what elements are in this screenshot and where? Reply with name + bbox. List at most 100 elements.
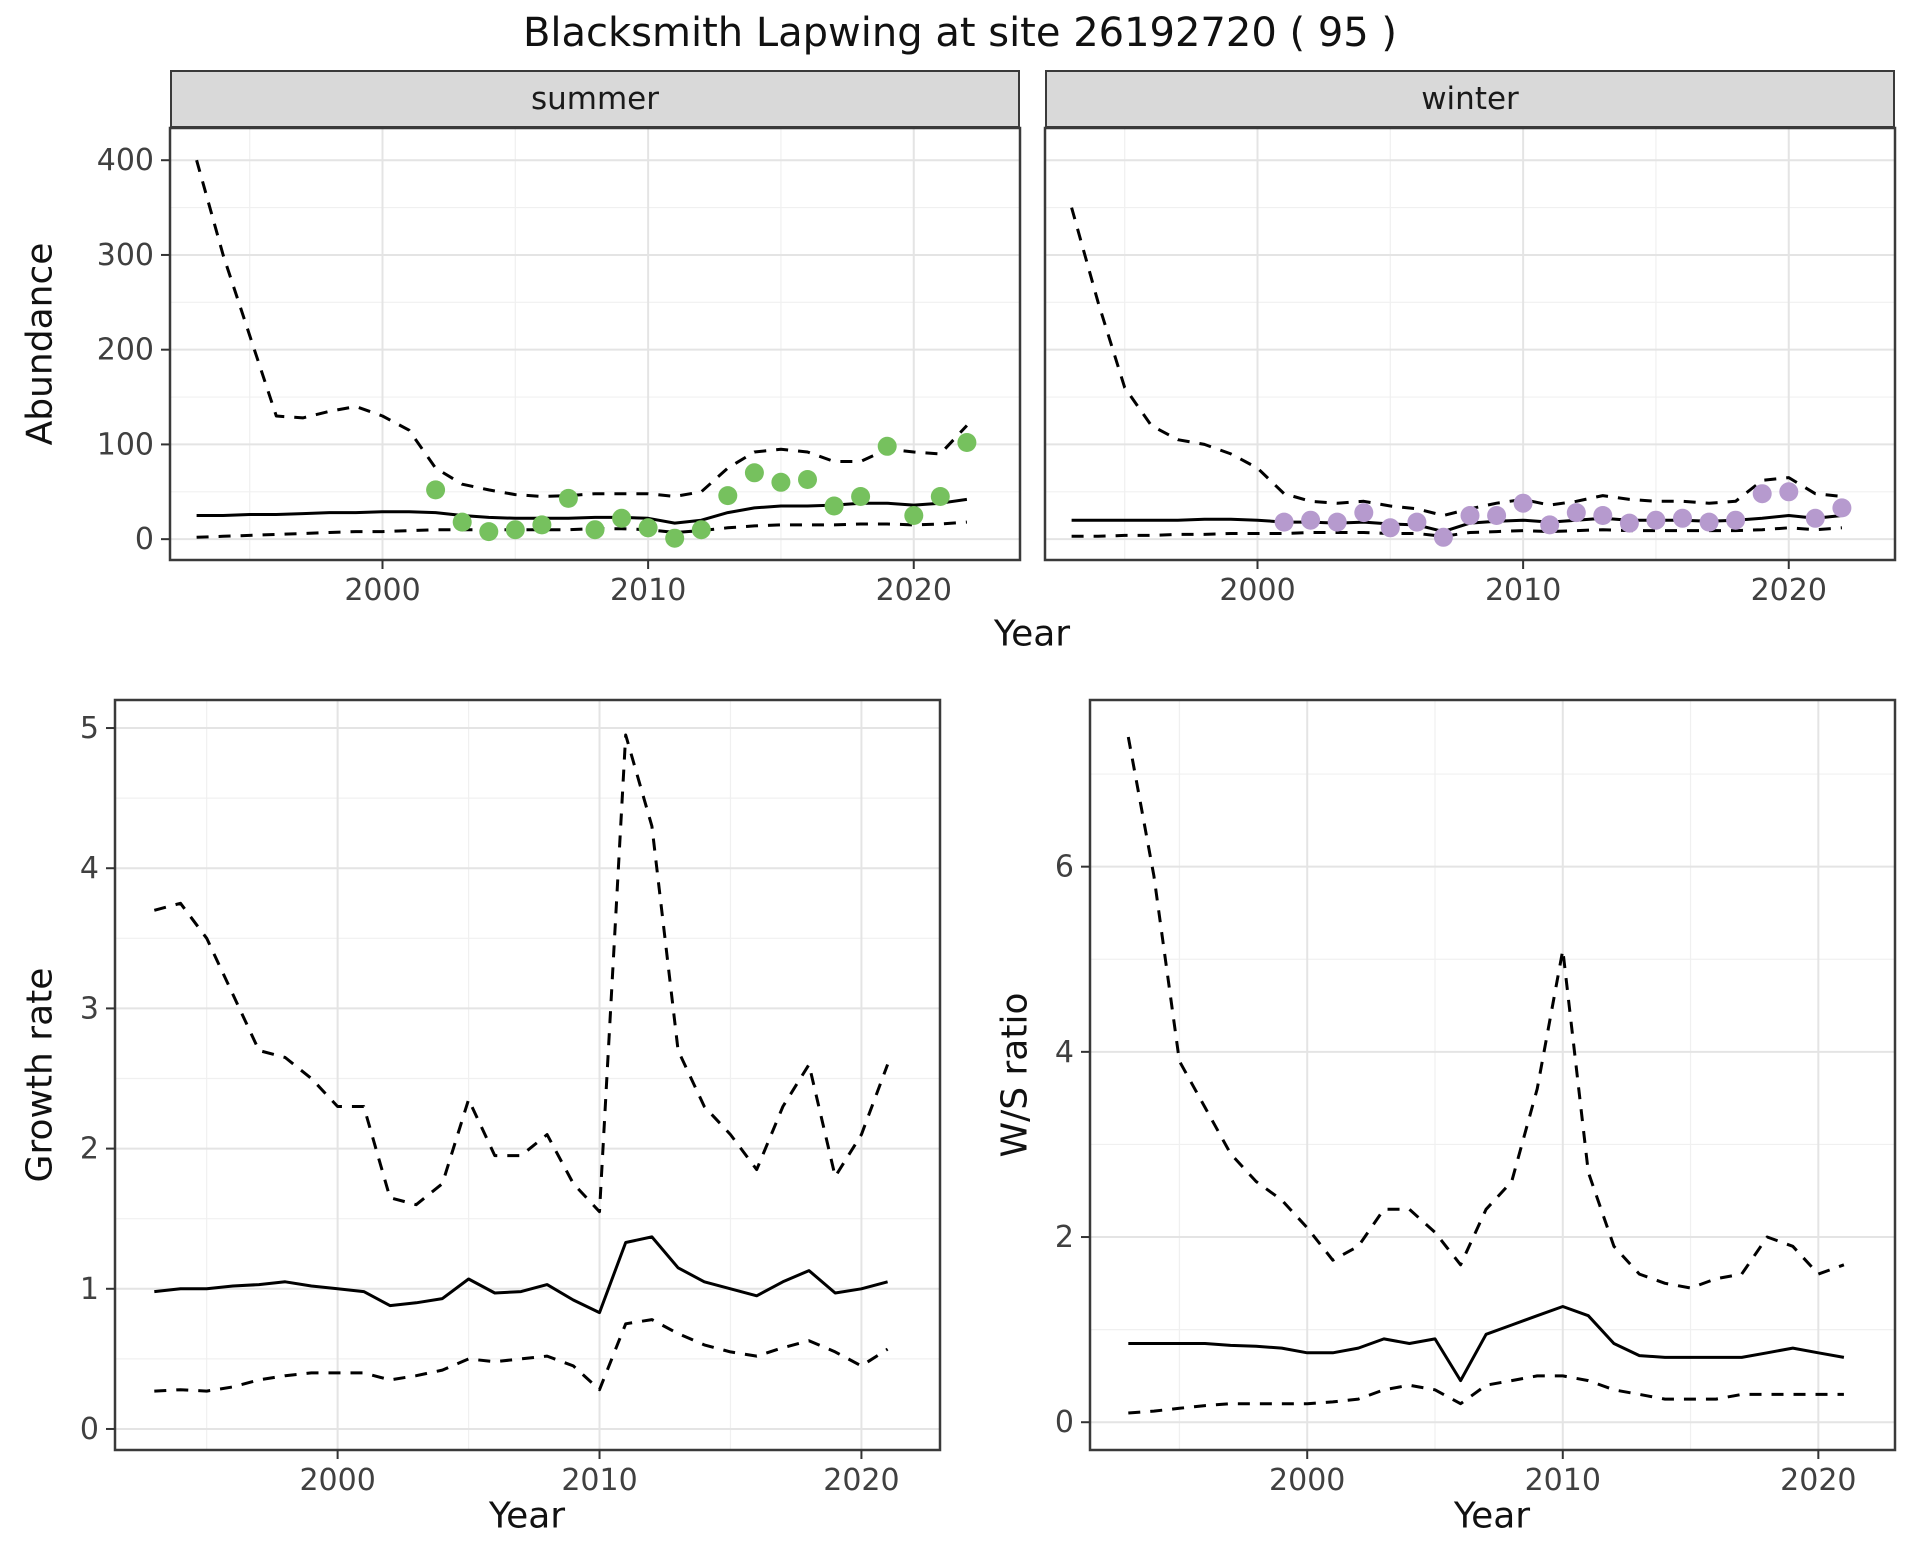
x-tick-label: 2020: [1780, 1463, 1856, 1498]
y-tick-label: 300: [97, 238, 154, 273]
x-tick-label: 2000: [299, 1463, 375, 1498]
y-axis-title-ws-ratio: W/S ratio: [994, 992, 1036, 1158]
y-tick-label: 2: [1055, 1220, 1074, 1255]
data-point: [665, 528, 685, 548]
x-tick-label: 2010: [1485, 573, 1561, 608]
facet-strip-summer-label: summer: [530, 81, 659, 117]
data-point: [558, 488, 578, 508]
x-axis-title-growth-rate: Year: [488, 1495, 566, 1537]
series-lower_ci: [1128, 1374, 1844, 1415]
panel-ws_ratio: 2000 2010 2020 0 2 4 6: [1055, 698, 1897, 1498]
y-tick-label: 0: [80, 1412, 99, 1447]
x-axis-title-top: Year: [993, 613, 1071, 655]
data-point: [1673, 508, 1692, 528]
data-point: [798, 470, 817, 489]
series-upper_ci: [153, 733, 890, 1214]
series-lower_ci: [196, 520, 968, 539]
panel-abundance_winter: 2000 2010 2020: [1043, 126, 1897, 608]
x-tick-label: 2000: [1269, 1463, 1345, 1498]
points-observed_counts: [426, 433, 977, 548]
y-tick-label: 4: [80, 851, 99, 886]
data-point: [1407, 512, 1427, 532]
data-point: [744, 463, 764, 483]
data-point: [426, 480, 446, 500]
data-point: [877, 436, 897, 456]
data-point: [532, 515, 552, 535]
series-lower_ci: [1071, 526, 1843, 538]
x-tick-label: 2010: [1525, 1463, 1601, 1498]
data-point: [1487, 506, 1507, 525]
facet-strip-winter-label: winter: [1421, 81, 1519, 117]
x-axis-title-ws-ratio: Year: [1453, 1495, 1531, 1537]
y-axis-title-growth-rate: Growth rate: [19, 967, 61, 1183]
x-tick-label: 2020: [823, 1463, 899, 1498]
y-tick-label: 200: [97, 333, 154, 368]
data-point: [1380, 518, 1400, 538]
y-tick-label: 0: [135, 522, 154, 557]
data-point: [824, 496, 844, 516]
data-point: [1619, 513, 1639, 533]
data-point: [1566, 503, 1586, 523]
chart-title: Blacksmith Lapwing at site 26192720 ( 95…: [522, 10, 1398, 56]
data-point: [771, 472, 791, 492]
x-tick-label: 2010: [610, 573, 686, 608]
panel-abundance_summer: 2000 2010 2020 0 100 200 300 400: [97, 126, 1022, 608]
x-tick-label: 2010: [561, 1463, 637, 1498]
data-point: [1779, 482, 1799, 502]
data-point: [1646, 510, 1666, 530]
data-point: [452, 512, 472, 532]
data-point: [1327, 512, 1347, 532]
data-point: [851, 487, 871, 506]
y-tick-label: 2: [80, 1132, 99, 1167]
y-tick-label: 100: [97, 427, 154, 462]
y-tick-label: 400: [97, 143, 154, 178]
data-point: [1274, 512, 1294, 532]
points-observed_counts: [1274, 482, 1852, 547]
y-axis-title-abundance: Abundance: [19, 242, 61, 446]
data-point: [1301, 510, 1321, 530]
data-point: [1699, 512, 1719, 532]
data-point: [505, 520, 525, 540]
data-point: [1726, 510, 1746, 530]
data-point: [1752, 484, 1772, 504]
y-tick-label: 4: [1055, 1035, 1074, 1070]
data-point: [585, 520, 605, 540]
data-point: [479, 522, 499, 542]
x-tick-label: 2020: [1751, 573, 1827, 608]
y-tick-label: 3: [80, 991, 99, 1026]
panel-border: [168, 126, 1022, 562]
data-point: [1832, 498, 1852, 518]
data-point: [691, 520, 711, 540]
data-point: [1805, 508, 1825, 528]
x-tick-label: 2020: [876, 573, 952, 608]
facet-strip-winter: winter: [1045, 70, 1895, 128]
panel-border: [1043, 126, 1897, 562]
data-point: [1540, 515, 1560, 535]
data-point: [904, 506, 924, 525]
data-point: [1593, 506, 1613, 525]
y-tick-label: 5: [80, 711, 99, 746]
data-point: [718, 486, 738, 506]
data-point: [1354, 503, 1374, 523]
y-tick-label: 0: [1055, 1405, 1074, 1440]
data-point: [1433, 527, 1453, 547]
panel-border: [1088, 698, 1897, 1452]
data-point: [1513, 493, 1533, 513]
series-upper_ci: [195, 159, 968, 498]
panel-growth_rate: 2000 2010 2020 0 1 2 3 4 5: [80, 698, 942, 1498]
series-upper_ci: [1126, 736, 1845, 1290]
series-estimate: [154, 1235, 888, 1315]
data-point: [638, 518, 658, 538]
facet-strip-summer: summer: [170, 70, 1020, 128]
data-point: [612, 508, 632, 528]
data-point: [930, 487, 950, 506]
x-tick-label: 2000: [1219, 573, 1295, 608]
series-estimate: [1128, 1305, 1845, 1383]
y-tick-label: 1: [80, 1272, 99, 1307]
panel-border: [113, 698, 942, 1452]
series-upper_ci: [1070, 207, 1843, 517]
y-tick-label: 6: [1055, 850, 1074, 885]
data-point: [957, 433, 977, 452]
